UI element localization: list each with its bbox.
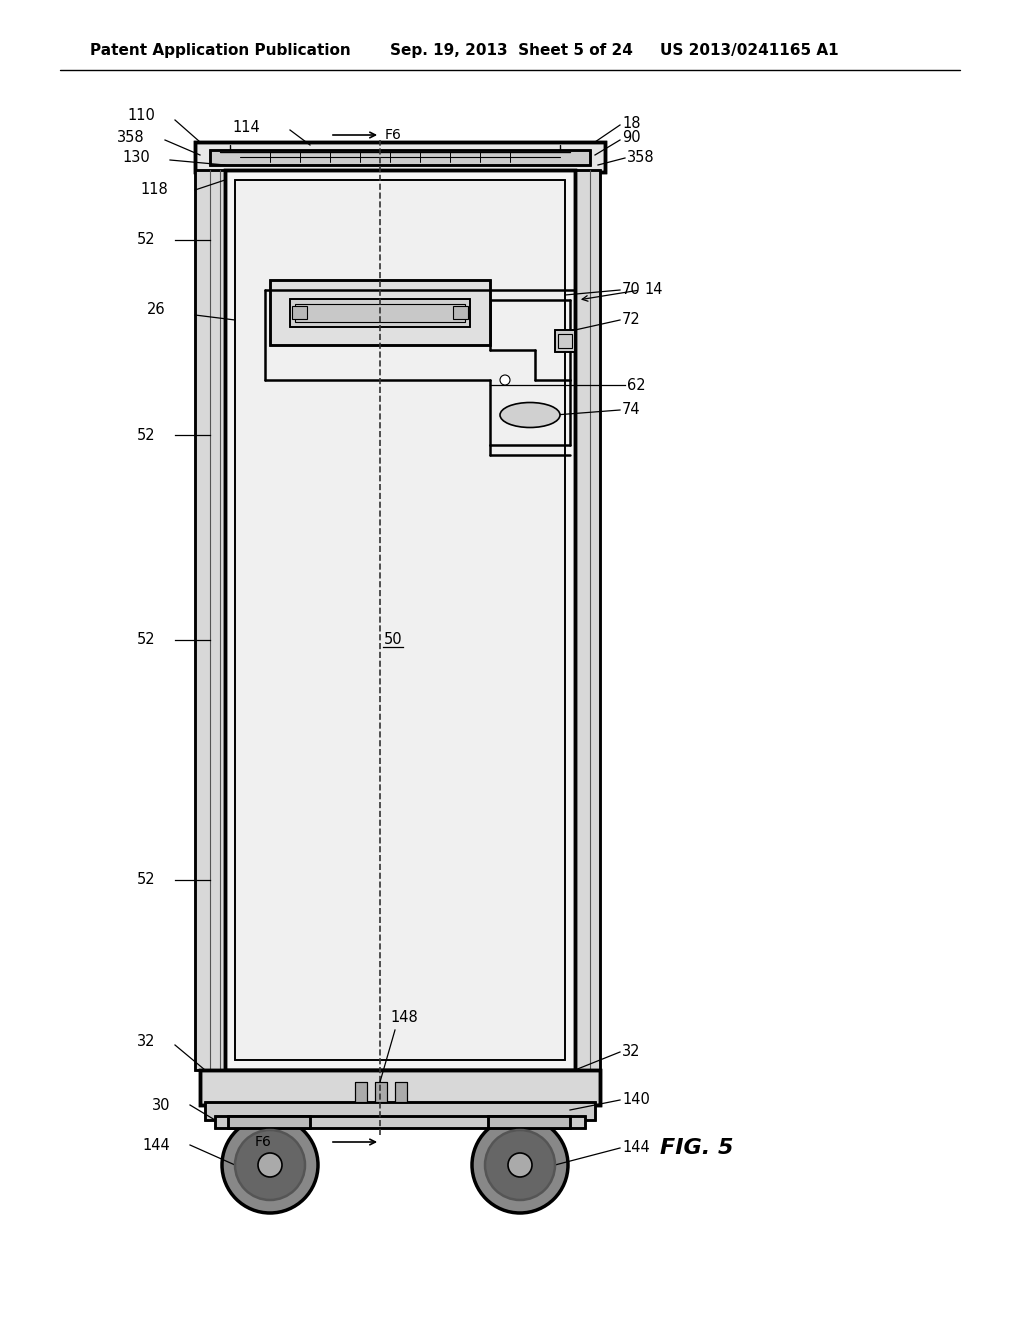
Bar <box>375 1082 387 1102</box>
Text: 30: 30 <box>152 1097 170 1113</box>
Text: FIG. 5: FIG. 5 <box>660 1138 733 1158</box>
Text: Patent Application Publication: Patent Application Publication <box>90 42 351 58</box>
Bar <box>195 170 225 1071</box>
Circle shape <box>222 1117 318 1213</box>
Text: F6: F6 <box>385 128 401 143</box>
Text: 144: 144 <box>622 1140 650 1155</box>
Bar <box>375 1082 387 1102</box>
Bar <box>453 306 468 319</box>
Text: 32: 32 <box>136 1035 155 1049</box>
Text: 118: 118 <box>140 182 168 198</box>
Bar <box>205 1102 595 1119</box>
Bar <box>355 1082 367 1102</box>
Bar <box>195 143 605 172</box>
Bar <box>290 300 470 327</box>
Bar <box>210 150 590 165</box>
Text: F6: F6 <box>255 1135 272 1148</box>
Text: 52: 52 <box>136 428 155 442</box>
Text: 32: 32 <box>622 1044 640 1060</box>
Bar <box>355 1082 367 1102</box>
Text: 72: 72 <box>622 313 641 327</box>
Text: 358: 358 <box>627 150 654 165</box>
Text: 140: 140 <box>622 1093 650 1107</box>
Text: 90: 90 <box>622 131 641 145</box>
Bar <box>195 143 605 172</box>
Bar <box>200 1071 600 1105</box>
Circle shape <box>472 1117 568 1213</box>
Bar <box>228 1115 310 1129</box>
Text: 50: 50 <box>384 632 402 648</box>
Bar <box>234 180 565 1060</box>
Text: 130: 130 <box>122 150 150 165</box>
Bar <box>215 1115 585 1129</box>
Circle shape <box>508 1152 532 1177</box>
Text: 110: 110 <box>127 107 155 123</box>
Bar <box>225 170 575 1071</box>
Text: 52: 52 <box>136 873 155 887</box>
Bar <box>555 330 575 352</box>
Circle shape <box>234 1130 305 1200</box>
Bar <box>395 1082 407 1102</box>
Bar <box>575 170 600 1071</box>
Bar <box>225 170 575 1071</box>
Text: 70: 70 <box>622 282 641 297</box>
Bar <box>200 1071 600 1105</box>
Text: US 2013/0241165 A1: US 2013/0241165 A1 <box>660 42 839 58</box>
Bar <box>292 306 307 319</box>
Bar <box>234 180 565 1060</box>
Circle shape <box>485 1130 555 1200</box>
Bar <box>215 1115 585 1129</box>
Text: 62: 62 <box>627 378 645 392</box>
Text: 26: 26 <box>146 302 165 318</box>
Text: 52: 52 <box>136 232 155 248</box>
Text: 14: 14 <box>644 282 663 297</box>
Bar <box>270 280 490 345</box>
Text: Sep. 19, 2013  Sheet 5 of 24: Sep. 19, 2013 Sheet 5 of 24 <box>390 42 633 58</box>
Circle shape <box>258 1152 282 1177</box>
Circle shape <box>500 375 510 385</box>
Text: 358: 358 <box>118 131 145 145</box>
Bar <box>195 170 225 1071</box>
Bar <box>575 170 600 1071</box>
Bar <box>290 300 470 327</box>
Bar <box>488 1115 570 1129</box>
Bar <box>395 1082 407 1102</box>
Text: 18: 18 <box>622 116 640 131</box>
Text: 148: 148 <box>390 1010 418 1026</box>
Bar <box>205 1102 595 1119</box>
Text: 144: 144 <box>142 1138 170 1152</box>
Text: 52: 52 <box>136 632 155 648</box>
Text: 74: 74 <box>622 403 641 417</box>
Bar <box>228 1115 310 1129</box>
Bar <box>488 1115 570 1129</box>
Ellipse shape <box>500 403 560 428</box>
Bar <box>210 150 590 165</box>
Bar <box>558 334 572 348</box>
Text: 114: 114 <box>232 120 260 135</box>
Bar <box>295 304 465 322</box>
Bar <box>555 330 575 352</box>
Bar <box>270 280 490 345</box>
